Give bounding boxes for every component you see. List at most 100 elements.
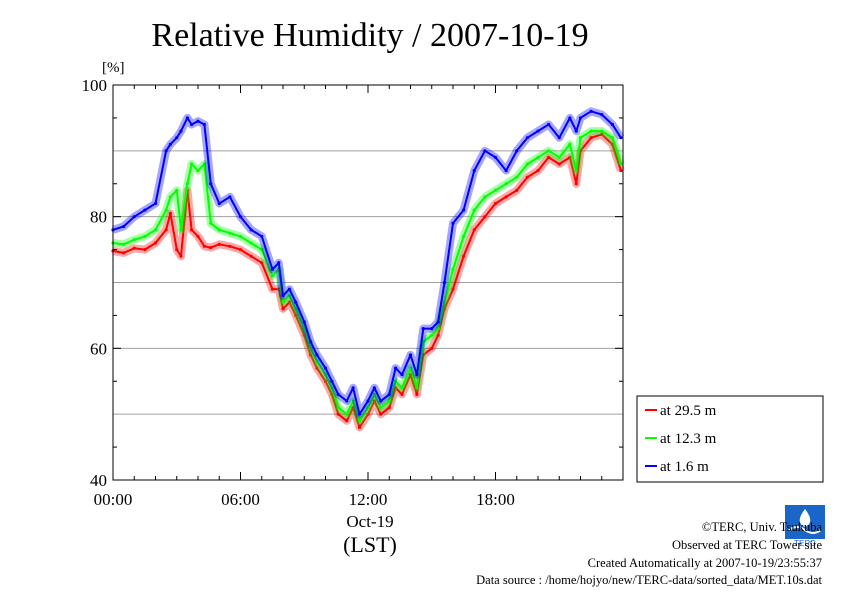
data-point-at-1-6-m bbox=[122, 224, 126, 229]
data-point-at-12-3-m bbox=[185, 182, 189, 186]
data-point-at-1-6-m bbox=[574, 129, 578, 133]
data-point-at-1-6-m bbox=[451, 221, 455, 225]
data-point-at-12-3-m bbox=[179, 228, 183, 232]
data-point-at-1-6-m bbox=[190, 122, 194, 127]
data-point-at-12-3-m bbox=[408, 366, 413, 370]
data-point-at-29-5-m bbox=[302, 333, 306, 337]
data-point-at-1-6-m bbox=[504, 168, 508, 173]
chart-title: Relative Humidity / 2007-10-19 bbox=[151, 17, 588, 54]
data-point-at-29-5-m bbox=[122, 251, 126, 255]
data-point-at-12-3-m bbox=[228, 231, 232, 235]
data-point-at-12-3-m bbox=[302, 326, 306, 331]
data-point-at-1-6-m bbox=[143, 208, 147, 212]
data-point-at-12-3-m bbox=[442, 300, 447, 304]
data-point-at-12-3-m bbox=[619, 162, 623, 166]
data-point-at-29-5-m bbox=[379, 412, 383, 416]
data-point-at-1-6-m bbox=[408, 353, 413, 357]
x-axis-label: (LST) bbox=[343, 532, 397, 557]
data-point-at-12-3-m bbox=[287, 294, 291, 298]
data-point-at-12-3-m bbox=[547, 149, 551, 153]
data-point-at-29-5-m bbox=[394, 386, 398, 390]
data-point-at-12-3-m bbox=[294, 307, 298, 311]
data-point-at-12-3-m bbox=[143, 234, 147, 239]
data-point-at-12-3-m bbox=[323, 373, 328, 377]
data-point-at-29-5-m bbox=[436, 333, 440, 337]
data-point-at-29-5-m bbox=[153, 241, 158, 245]
data-point-at-1-6-m bbox=[547, 122, 551, 127]
data-point-at-29-5-m bbox=[589, 136, 593, 140]
data-point-at-29-5-m bbox=[175, 247, 179, 252]
data-point-at-1-6-m bbox=[357, 412, 362, 416]
data-point-at-29-5-m bbox=[493, 201, 498, 206]
data-point-at-29-5-m bbox=[430, 346, 434, 350]
data-point-at-12-3-m bbox=[525, 162, 529, 166]
data-point-at-29-5-m bbox=[357, 425, 362, 429]
data-point-at-12-3-m bbox=[202, 162, 206, 166]
data-point-at-1-6-m bbox=[196, 119, 200, 123]
data-point-at-1-6-m bbox=[228, 195, 232, 199]
data-point-at-1-6-m bbox=[387, 392, 391, 397]
data-point-at-12-3-m bbox=[238, 234, 243, 239]
data-point-at-29-5-m bbox=[619, 168, 623, 173]
data-point-at-12-3-m bbox=[132, 238, 136, 242]
x-tick-label: 18:00 bbox=[476, 490, 515, 509]
data-point-at-29-5-m bbox=[143, 247, 147, 252]
data-point-at-29-5-m bbox=[294, 313, 298, 318]
data-point-at-1-6-m bbox=[400, 373, 404, 377]
data-point-at-1-6-m bbox=[436, 320, 440, 324]
data-point-at-1-6-m bbox=[287, 287, 291, 291]
data-point-at-12-3-m bbox=[372, 392, 376, 397]
series-line-at-12-3-m bbox=[112, 130, 622, 422]
data-point-at-1-6-m bbox=[568, 116, 572, 120]
data-point-at-12-3-m bbox=[536, 155, 540, 160]
x-tick-label: 00:00 bbox=[94, 490, 133, 509]
data-point-at-1-6-m bbox=[351, 386, 355, 390]
data-point-at-1-6-m bbox=[415, 373, 419, 377]
data-point-at-1-6-m bbox=[249, 228, 253, 232]
footer-created: Created Automatically at 2007-10-19/23:5… bbox=[587, 556, 822, 570]
data-point-at-29-5-m bbox=[315, 366, 319, 370]
data-point-at-1-6-m bbox=[619, 136, 623, 140]
data-point-at-1-6-m bbox=[372, 386, 376, 390]
data-point-at-1-6-m bbox=[294, 300, 298, 304]
footer-data-source: Data source : /home/hojyo/new/TERC-data/… bbox=[476, 573, 822, 587]
data-point-at-29-5-m bbox=[547, 155, 551, 160]
data-point-at-1-6-m bbox=[153, 201, 158, 206]
data-point-at-29-5-m bbox=[483, 215, 487, 219]
data-point-at-29-5-m bbox=[472, 228, 476, 232]
legend-box bbox=[636, 395, 824, 483]
terc-logo: TERC bbox=[785, 505, 825, 548]
data-point-at-29-5-m bbox=[345, 419, 349, 423]
data-point-at-1-6-m bbox=[472, 168, 476, 173]
series-layer bbox=[111, 107, 625, 432]
data-point-at-1-6-m bbox=[493, 155, 498, 160]
data-point-at-1-6-m bbox=[515, 149, 519, 153]
data-point-at-12-3-m bbox=[600, 129, 604, 133]
data-point-at-29-5-m bbox=[366, 412, 370, 416]
data-point-at-12-3-m bbox=[557, 155, 561, 160]
data-point-at-1-6-m bbox=[421, 326, 425, 331]
data-point-at-12-3-m bbox=[175, 188, 179, 192]
data-point-at-12-3-m bbox=[315, 359, 319, 364]
data-point-at-12-3-m bbox=[610, 136, 614, 140]
data-point-at-1-6-m bbox=[430, 326, 434, 331]
data-point-at-12-3-m bbox=[351, 399, 355, 403]
data-point-at-29-5-m bbox=[228, 244, 232, 248]
data-point-at-1-6-m bbox=[260, 234, 264, 239]
data-point-at-12-3-m bbox=[483, 195, 487, 199]
data-point-at-12-3-m bbox=[196, 168, 200, 173]
data-point-at-1-6-m bbox=[309, 340, 313, 344]
data-point-at-12-3-m bbox=[493, 188, 498, 192]
legend-item-1-6m: at 1.6 m bbox=[660, 459, 709, 475]
data-point-at-29-5-m bbox=[387, 405, 391, 410]
data-point-at-29-5-m bbox=[400, 392, 404, 397]
data-point-at-1-6-m bbox=[379, 399, 383, 403]
data-point-at-29-5-m bbox=[202, 244, 206, 248]
data-point-at-12-3-m bbox=[379, 405, 383, 410]
data-point-at-1-6-m bbox=[217, 201, 221, 206]
data-point-at-1-6-m bbox=[589, 109, 593, 113]
legend-item-29-5m: at 29.5 m bbox=[660, 403, 717, 419]
data-point-at-12-3-m bbox=[336, 405, 340, 410]
data-point-at-29-5-m bbox=[260, 261, 264, 265]
